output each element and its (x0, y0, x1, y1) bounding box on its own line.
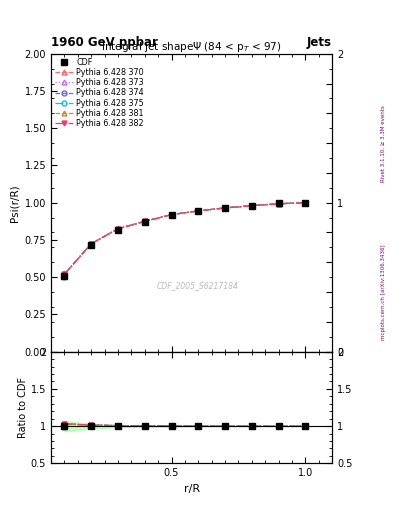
Pythia 6.428 370 (89, 241, 94, 247)
Line: Pythia 6.428 382: Pythia 6.428 382 (62, 200, 308, 276)
Pythia 6.428 375 (250, 203, 254, 209)
Pythia 6.428 374 (250, 203, 254, 209)
Pythia 6.428 382 (169, 211, 174, 218)
Pythia 6.428 370 (303, 200, 308, 206)
Pythia 6.428 375 (196, 208, 201, 214)
Text: CDF_2005_S6217184: CDF_2005_S6217184 (156, 282, 238, 291)
Pythia 6.428 382 (250, 203, 254, 209)
Pythia 6.428 375 (303, 200, 308, 206)
Pythia 6.428 370 (276, 201, 281, 207)
Pythia 6.428 370 (223, 205, 228, 211)
Pythia 6.428 373 (303, 200, 308, 206)
Pythia 6.428 374 (116, 226, 120, 232)
Pythia 6.428 373 (89, 241, 94, 247)
Pythia 6.428 370 (169, 211, 174, 218)
Pythia 6.428 382 (196, 208, 201, 214)
Pythia 6.428 374 (142, 218, 147, 224)
Pythia 6.428 373 (276, 201, 281, 207)
X-axis label: r/R: r/R (184, 484, 200, 494)
Text: Rivet 3.1.10, ≥ 3.3M events: Rivet 3.1.10, ≥ 3.3M events (381, 105, 386, 182)
Pythia 6.428 382 (142, 218, 147, 224)
Line: Pythia 6.428 373: Pythia 6.428 373 (62, 200, 308, 276)
Pythia 6.428 373 (116, 226, 120, 232)
Pythia 6.428 373 (250, 203, 254, 209)
Pythia 6.428 373 (62, 271, 67, 278)
Pythia 6.428 381 (196, 208, 201, 214)
Pythia 6.428 382 (89, 241, 94, 247)
Pythia 6.428 374 (196, 208, 201, 214)
Pythia 6.428 375 (169, 211, 174, 218)
Title: Integral jet shapeΨ (84 < p$_T$ < 97): Integral jet shapeΨ (84 < p$_T$ < 97) (101, 39, 282, 54)
Pythia 6.428 375 (142, 218, 147, 224)
Pythia 6.428 373 (196, 208, 201, 214)
Pythia 6.428 370 (142, 218, 147, 224)
Pythia 6.428 381 (89, 241, 94, 247)
Pythia 6.428 381 (116, 226, 120, 232)
Pythia 6.428 374 (62, 271, 67, 278)
Pythia 6.428 370 (116, 226, 120, 232)
Text: Jets: Jets (307, 36, 332, 49)
Pythia 6.428 374 (169, 211, 174, 218)
Pythia 6.428 382 (303, 200, 308, 206)
Pythia 6.428 375 (89, 241, 94, 247)
Pythia 6.428 382 (62, 271, 67, 278)
Pythia 6.428 375 (62, 271, 67, 278)
Text: 1960 GeV ppbar: 1960 GeV ppbar (51, 36, 158, 49)
Text: mcplots.cern.ch [arXiv:1306.3436]: mcplots.cern.ch [arXiv:1306.3436] (381, 244, 386, 339)
Pythia 6.428 382 (116, 226, 120, 232)
Pythia 6.428 381 (276, 201, 281, 207)
Pythia 6.428 374 (223, 205, 228, 211)
Pythia 6.428 370 (62, 271, 67, 278)
Line: Pythia 6.428 370: Pythia 6.428 370 (62, 200, 308, 276)
Pythia 6.428 375 (223, 205, 228, 211)
Pythia 6.428 370 (250, 203, 254, 209)
Y-axis label: Ratio to CDF: Ratio to CDF (18, 377, 28, 438)
Pythia 6.428 374 (303, 200, 308, 206)
Pythia 6.428 374 (276, 201, 281, 207)
Pythia 6.428 381 (142, 218, 147, 224)
Pythia 6.428 381 (250, 203, 254, 209)
Pythia 6.428 375 (276, 201, 281, 207)
Pythia 6.428 381 (303, 200, 308, 206)
Pythia 6.428 373 (169, 211, 174, 218)
Legend: CDF, Pythia 6.428 370, Pythia 6.428 373, Pythia 6.428 374, Pythia 6.428 375, Pyt: CDF, Pythia 6.428 370, Pythia 6.428 373,… (53, 56, 145, 130)
Y-axis label: Psi(r/R): Psi(r/R) (9, 184, 19, 222)
Pythia 6.428 370 (196, 208, 201, 214)
Pythia 6.428 381 (223, 205, 228, 211)
Pythia 6.428 382 (223, 205, 228, 211)
Pythia 6.428 373 (223, 205, 228, 211)
Line: Pythia 6.428 375: Pythia 6.428 375 (62, 200, 308, 276)
Line: Pythia 6.428 374: Pythia 6.428 374 (62, 200, 308, 276)
Pythia 6.428 375 (116, 226, 120, 232)
Line: Pythia 6.428 381: Pythia 6.428 381 (62, 200, 308, 276)
Pythia 6.428 381 (62, 271, 67, 278)
Pythia 6.428 373 (142, 218, 147, 224)
Pythia 6.428 374 (89, 241, 94, 247)
Pythia 6.428 381 (169, 211, 174, 218)
Pythia 6.428 382 (276, 201, 281, 207)
